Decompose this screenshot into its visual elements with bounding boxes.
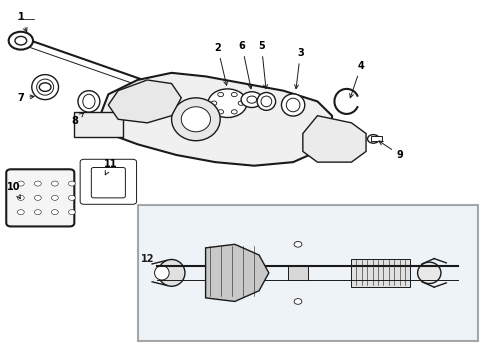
Ellipse shape — [417, 262, 440, 284]
Circle shape — [246, 96, 256, 103]
Text: 8: 8 — [71, 113, 83, 126]
Text: 11: 11 — [104, 159, 117, 175]
FancyBboxPatch shape — [91, 167, 125, 198]
Text: 3: 3 — [294, 48, 303, 89]
FancyBboxPatch shape — [6, 169, 74, 226]
Ellipse shape — [154, 266, 169, 280]
Circle shape — [51, 195, 58, 201]
Text: 9: 9 — [378, 141, 403, 160]
Circle shape — [210, 101, 216, 105]
Circle shape — [293, 298, 301, 304]
Bar — [351, 258, 409, 287]
Circle shape — [18, 210, 24, 215]
Text: 2: 2 — [214, 43, 227, 85]
Ellipse shape — [82, 94, 95, 109]
Text: 1: 1 — [18, 13, 27, 32]
Ellipse shape — [286, 98, 299, 112]
Circle shape — [34, 210, 41, 215]
Ellipse shape — [171, 98, 220, 141]
Circle shape — [18, 181, 24, 186]
Circle shape — [9, 32, 33, 50]
Bar — [287, 266, 307, 280]
Circle shape — [51, 181, 58, 186]
Ellipse shape — [257, 93, 275, 111]
FancyBboxPatch shape — [80, 159, 136, 204]
Circle shape — [34, 195, 41, 201]
Ellipse shape — [32, 75, 59, 100]
Circle shape — [293, 242, 301, 247]
Text: 6: 6 — [238, 41, 252, 89]
Circle shape — [231, 93, 237, 97]
Circle shape — [217, 93, 223, 97]
Ellipse shape — [181, 107, 210, 132]
Ellipse shape — [158, 260, 184, 286]
Circle shape — [238, 101, 244, 105]
Text: 7: 7 — [18, 93, 34, 103]
Circle shape — [231, 110, 237, 114]
Bar — [370, 136, 381, 141]
Circle shape — [68, 210, 75, 215]
Circle shape — [217, 110, 223, 114]
Circle shape — [68, 181, 75, 186]
Text: 5: 5 — [258, 41, 267, 89]
Bar — [137, 205, 477, 341]
Circle shape — [39, 83, 51, 91]
Ellipse shape — [37, 79, 54, 95]
Circle shape — [34, 181, 41, 186]
Polygon shape — [302, 116, 366, 162]
Circle shape — [18, 195, 24, 201]
Ellipse shape — [261, 96, 271, 107]
Circle shape — [68, 195, 75, 201]
Polygon shape — [99, 73, 331, 166]
Bar — [74, 112, 122, 137]
Circle shape — [51, 210, 58, 215]
Polygon shape — [205, 244, 268, 301]
Circle shape — [207, 89, 246, 117]
Ellipse shape — [281, 94, 304, 116]
Circle shape — [367, 135, 378, 143]
Text: 4: 4 — [349, 61, 364, 98]
Polygon shape — [108, 80, 181, 123]
Circle shape — [15, 36, 27, 45]
Ellipse shape — [78, 91, 100, 112]
Text: 10: 10 — [7, 182, 20, 199]
Circle shape — [241, 92, 262, 108]
Text: 12: 12 — [140, 253, 154, 264]
